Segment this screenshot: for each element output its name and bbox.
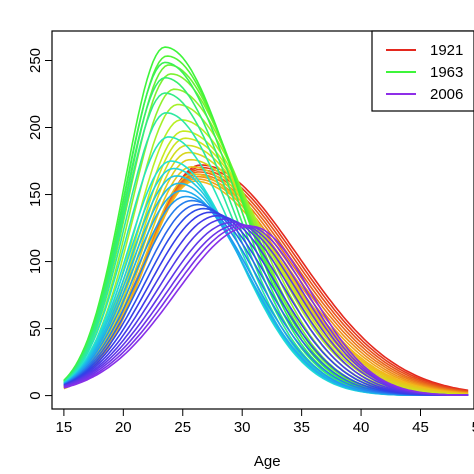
x-tick-label: 20 <box>115 419 132 436</box>
y-tick-label: 50 <box>27 320 44 337</box>
y-tick-label: 100 <box>27 249 44 274</box>
y-tick-label: 0 <box>27 391 44 399</box>
x-tick-label: 25 <box>174 419 191 436</box>
y-tick-label: 150 <box>27 182 44 207</box>
y-axis: 0 50 100 150 200 250 <box>27 48 53 400</box>
series-line-2005 <box>63 225 469 396</box>
x-axis-title: Age <box>254 453 281 470</box>
x-axis: 15 20 25 30 35 40 45 50 <box>56 408 474 436</box>
series-curves <box>63 46 469 396</box>
series-line-1997 <box>63 218 469 396</box>
x-tick-label: 35 <box>293 419 310 436</box>
legend-label-1963: 1963 <box>430 64 463 81</box>
y-tick-label: 200 <box>27 115 44 140</box>
legend-label-2006: 2006 <box>430 86 463 103</box>
series-line-1999 <box>63 221 469 396</box>
y-tick-label: 250 <box>27 48 44 73</box>
x-tick-label: 50 <box>472 419 474 436</box>
x-tick-label: 45 <box>412 419 429 436</box>
x-tick-label: 15 <box>56 419 73 436</box>
x-tick-label: 40 <box>353 419 370 436</box>
series-line-1995 <box>63 214 469 396</box>
legend-label-1921: 1921 <box>430 42 463 59</box>
legend: 1921 1963 2006 <box>371 30 474 112</box>
x-tick-label: 30 <box>234 419 251 436</box>
